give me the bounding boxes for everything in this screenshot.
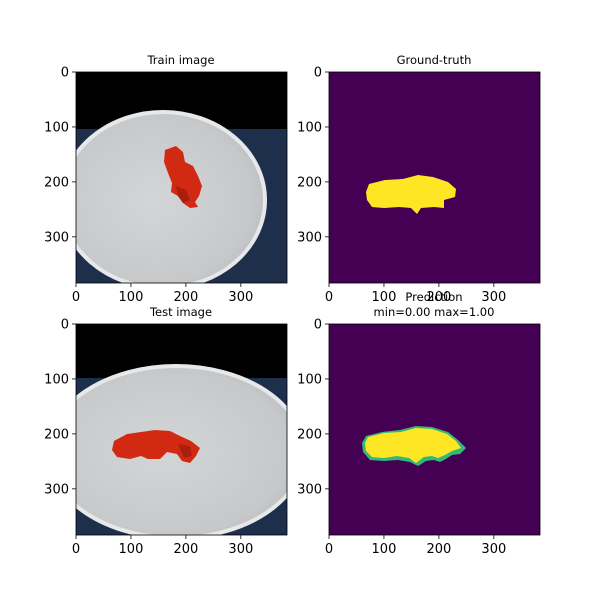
train-image-title: Train image bbox=[146, 53, 214, 67]
prediction-frame bbox=[328, 323, 541, 536]
train-image-xtick-label: 300 bbox=[228, 290, 253, 305]
ground-truth-content bbox=[329, 72, 540, 283]
train-image-xtick-label: 200 bbox=[173, 290, 198, 305]
test-image-ytick-label: 300 bbox=[44, 482, 69, 497]
ground-truth-frame bbox=[328, 71, 541, 284]
test-image-yticks: 0 100 200 300 bbox=[44, 318, 76, 497]
train-image-plate bbox=[76, 110, 267, 283]
ground-truth-xtick-label: 300 bbox=[481, 290, 506, 305]
train-image-xtick-label: 0 bbox=[72, 290, 80, 305]
prediction-yticks: 0 100 200 300 bbox=[297, 318, 329, 497]
test-image-ytick-label: 0 bbox=[61, 318, 69, 333]
train-image-ytick-label: 200 bbox=[44, 175, 69, 190]
train-image-content bbox=[76, 72, 287, 283]
test-image-xtick-label: 200 bbox=[173, 542, 198, 557]
ground-truth-xtick-label: 100 bbox=[372, 290, 397, 305]
train-image-ytick-label: 0 bbox=[61, 66, 69, 81]
ground-truth-xtick-label: 0 bbox=[325, 290, 333, 305]
panel-ground-truth: Ground-truth 0 100 200 300 0 100 200 300 bbox=[297, 53, 541, 305]
ground-truth-xtick-label: 200 bbox=[426, 290, 451, 305]
ground-truth-ytick-label: 200 bbox=[297, 175, 322, 190]
train-image-object bbox=[164, 146, 202, 208]
prediction-ytick-label: 300 bbox=[297, 482, 322, 497]
prediction-content bbox=[329, 324, 540, 535]
test-image-ytick-label: 100 bbox=[44, 372, 69, 387]
test-image-ytick-label: 200 bbox=[44, 427, 69, 442]
train-image-ytick-label: 300 bbox=[44, 230, 69, 245]
test-image-title: Test image bbox=[149, 305, 212, 319]
prediction-ytick-label: 100 bbox=[297, 372, 322, 387]
test-image-xticks: 0 100 200 300 bbox=[72, 535, 253, 557]
test-image-content bbox=[76, 324, 287, 535]
test-image-xtick-label: 300 bbox=[228, 542, 253, 557]
train-image-xticks: 0 100 200 300 bbox=[72, 283, 253, 305]
train-image-ytick-label: 100 bbox=[44, 120, 69, 135]
test-image-xtick-label: 100 bbox=[119, 542, 144, 557]
test-image-object-shadow bbox=[178, 444, 192, 458]
ground-truth-mask bbox=[366, 175, 456, 214]
ground-truth-xticks: 0 100 200 300 bbox=[325, 283, 506, 305]
ground-truth-ytick-label: 100 bbox=[297, 120, 322, 135]
prediction-xticks: 0 100 200 300 bbox=[325, 535, 506, 557]
panel-test-image: Test image 0 100 200 300 0 100 200 300 bbox=[44, 305, 288, 557]
panel-prediction: Prediction min=0.00 max=1.00 0 100 200 300 … bbox=[297, 290, 541, 557]
train-image-xtick-label: 100 bbox=[119, 290, 144, 305]
prediction-ytick-label: 0 bbox=[314, 318, 322, 333]
prediction-mask bbox=[365, 428, 461, 463]
ground-truth-ytick-label: 300 bbox=[297, 230, 322, 245]
prediction-xtick-label: 100 bbox=[372, 542, 397, 557]
train-image-frame bbox=[75, 71, 288, 284]
ground-truth-title: Ground-truth bbox=[397, 53, 472, 67]
ground-truth-ytick-label: 0 bbox=[314, 66, 322, 81]
prediction-xtick-label: 200 bbox=[426, 542, 451, 557]
prediction-subtitle: min=0.00 max=1.00 bbox=[374, 305, 495, 319]
ground-truth-yticks: 0 100 200 300 bbox=[297, 66, 329, 245]
prediction-ytick-label: 200 bbox=[297, 427, 322, 442]
test-image-frame bbox=[75, 323, 288, 536]
prediction-xtick-label: 300 bbox=[481, 542, 506, 557]
panel-train-image: Train image 0 100 200 300 0 100 200 300 bbox=[44, 53, 288, 305]
prediction-title: Prediction bbox=[405, 290, 462, 304]
train-image-object-shadow bbox=[176, 186, 190, 203]
test-image-object bbox=[112, 430, 200, 463]
test-image-xtick-label: 0 bbox=[72, 542, 80, 557]
prediction-xtick-label: 0 bbox=[325, 542, 333, 557]
train-image-yticks: 0 100 200 300 bbox=[44, 66, 76, 245]
